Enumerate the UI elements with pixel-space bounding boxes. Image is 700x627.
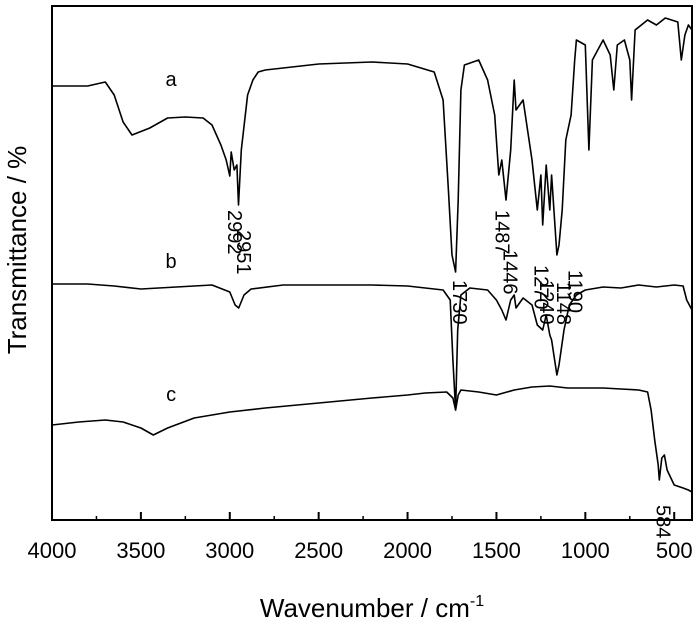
peak-label-1240: 1240 (535, 280, 557, 325)
peak-label-1270: 1270 (530, 265, 552, 310)
y-axis-title: Transmittance / % (2, 146, 32, 355)
x-tick-label-500: 500 (656, 538, 693, 563)
x-axis-ticks: 4000 3500 3000 2500 2000 1500 1000 500 (28, 512, 693, 563)
x-axis-title: Wavenumber / cm-1 (260, 593, 484, 623)
plot-frame (51, 5, 693, 521)
series-line-b (52, 283, 693, 411)
peak-label-2992: 2992 (223, 210, 245, 255)
peak-label-1446: 1446 (499, 250, 521, 295)
peak-label-1730: 1730 (448, 280, 470, 325)
x-tick-label-4000: 4000 (28, 538, 77, 563)
peak-label-584: 584 (651, 505, 673, 538)
series-label-a: a (166, 69, 178, 91)
x-tick-label-2000: 2000 (383, 538, 432, 563)
series-line-c (51, 385, 693, 493)
series-line-a (52, 17, 693, 273)
x-tick-label-3000: 3000 (205, 538, 254, 563)
spectra-lines (51, 17, 693, 493)
series-label-c: c (166, 384, 176, 406)
peak-label-2951: 2951 (232, 230, 254, 275)
series-labels: a b c (166, 69, 178, 406)
peak-label-1148: 1148 (552, 282, 574, 325)
series-label-b: b (166, 251, 177, 273)
peak-label-1190: 1190 (563, 270, 585, 313)
peak-label-1487: 1487 (491, 210, 513, 255)
x-tick-label-1000: 1000 (561, 538, 610, 563)
x-tick-label-1500: 1500 (472, 538, 521, 563)
x-tick-label-2500: 2500 (294, 538, 343, 563)
x-tick-label-3500: 3500 (116, 538, 165, 563)
